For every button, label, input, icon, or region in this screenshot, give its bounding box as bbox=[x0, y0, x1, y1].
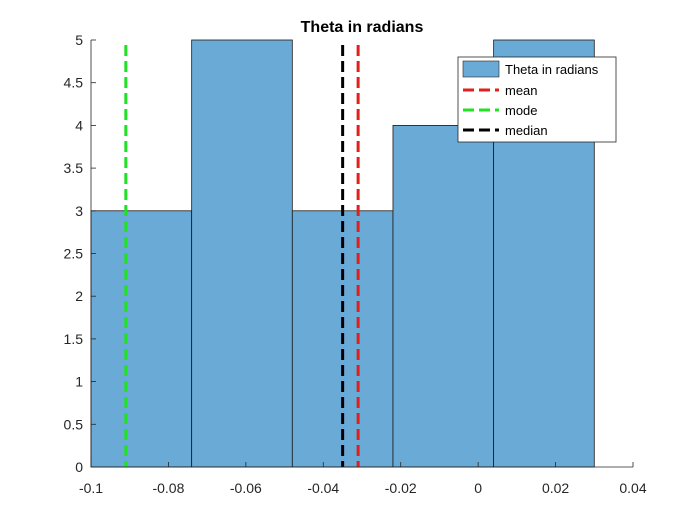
legend-label-median: median bbox=[505, 123, 548, 138]
x-tick-label: 0.02 bbox=[542, 480, 569, 496]
legend: Theta in radians mean mode median bbox=[457, 56, 617, 143]
histogram-bar-2 bbox=[191, 39, 293, 468]
y-tick-label: 5 bbox=[75, 32, 83, 48]
y-tick-label: 3.5 bbox=[64, 160, 84, 176]
y-tick-label: 1.5 bbox=[64, 331, 84, 347]
y-tick-label: 2 bbox=[75, 288, 83, 304]
y-tick-label: 2.5 bbox=[64, 246, 84, 262]
x-tick-label: -0.06 bbox=[230, 480, 262, 496]
x-tick-label: -0.08 bbox=[152, 480, 184, 496]
chart-title: Theta in radians bbox=[301, 19, 424, 36]
y-tick-label: 0 bbox=[75, 459, 83, 475]
legend-label-mode: mode bbox=[505, 103, 538, 118]
x-tick-label: 0 bbox=[474, 480, 482, 496]
x-tick-label: -0.04 bbox=[307, 480, 339, 496]
y-tick-label: 1 bbox=[75, 374, 83, 390]
y-tick-label: 4 bbox=[75, 117, 83, 133]
stat-lines-group bbox=[124, 45, 360, 467]
legend-label-mean: mean bbox=[505, 83, 538, 98]
legend-swatch-histogram bbox=[462, 60, 500, 78]
bars-group bbox=[90, 39, 595, 468]
histogram-bar-1 bbox=[90, 210, 193, 468]
y-tick-label: 3 bbox=[75, 203, 83, 219]
legend-label-histogram: Theta in radians bbox=[505, 62, 599, 77]
y-tick-label: 4.5 bbox=[64, 75, 84, 91]
axes-group: -0.1 -0.08 -0.06 -0.04 -0.02 0 0.02 0.04 0 0.5 1 1.… bbox=[64, 32, 647, 496]
x-tick-label: 0.04 bbox=[619, 480, 646, 496]
x-tick-label: -0.1 bbox=[79, 480, 103, 496]
histogram-bar-4 bbox=[392, 125, 495, 468]
x-tick-label: -0.02 bbox=[385, 480, 417, 496]
y-tick-label: 0.5 bbox=[64, 416, 84, 432]
